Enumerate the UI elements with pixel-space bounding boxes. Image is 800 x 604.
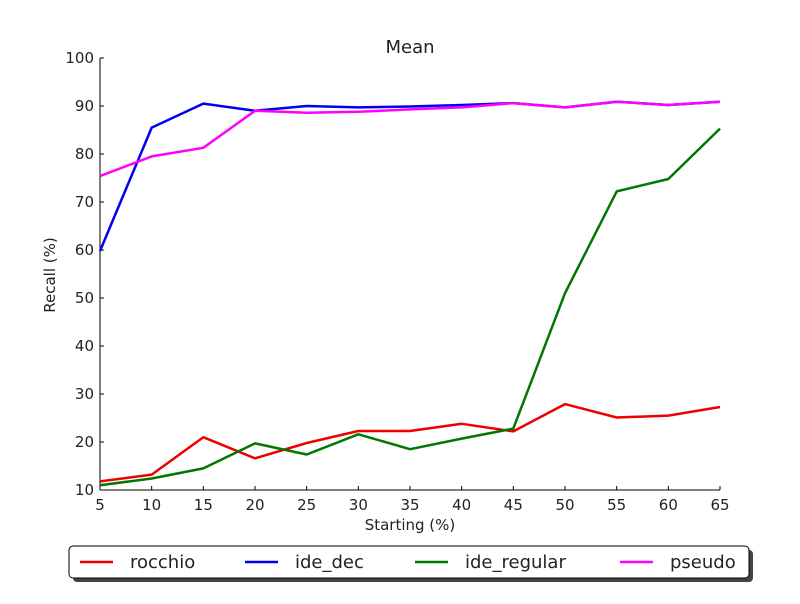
series-layer [98,100,721,487]
x-tick-label: 40 [452,496,471,514]
y-tick-label: 70 [75,193,94,211]
legend-label-ide-regular: ide_regular [465,552,566,573]
axes: 5 10 15 20 25 30 35 40 45 50 55 60 65102030405060708… [65,49,729,514]
y-tick-label: 60 [75,241,94,259]
series-line-ide-dec [98,100,721,252]
x-tick-label: 30 [349,496,368,514]
legend-label-ide-dec: ide_dec [295,552,364,573]
y-tick-label: 80 [75,145,94,163]
x-axis-label: Starting (%) [365,516,456,534]
legend: rocchio ide_dec ide_regular pseudo [68,545,753,582]
x-tick-label: 20 [245,496,264,514]
series-line-rocchio [99,402,721,483]
y-axis-label: Recall (%) [41,237,59,312]
legend-label-rocchio: rocchio [130,552,195,573]
y-tick-label: 40 [75,337,94,355]
x-tick-label: 60 [659,496,678,514]
x-tick-label: 35 [400,496,419,514]
y-tick-label: 30 [75,385,94,403]
x-tick-label: 50 [555,496,574,514]
x-tick-label: 5 [95,496,105,514]
x-tick-label: 65 [710,496,729,514]
x-tick-label: 15 [194,496,213,514]
x-tick-label: 55 [607,496,626,514]
chart-title: Mean [385,37,434,58]
x-tick-label: 10 [142,496,161,514]
y-tick-label: 100 [65,49,94,67]
legend-label-pseudo: pseudo [670,552,736,573]
series-line-pseudo [99,100,721,178]
y-tick-label: 50 [75,289,94,307]
x-tick-label: 45 [504,496,523,514]
series-line-ide-regular [99,127,721,487]
y-tick-label: 20 [75,433,94,451]
y-tick-label: 10 [75,481,94,499]
legend-box [68,545,750,579]
x-tick-label: 25 [297,496,316,514]
y-tick-label: 90 [75,97,94,115]
